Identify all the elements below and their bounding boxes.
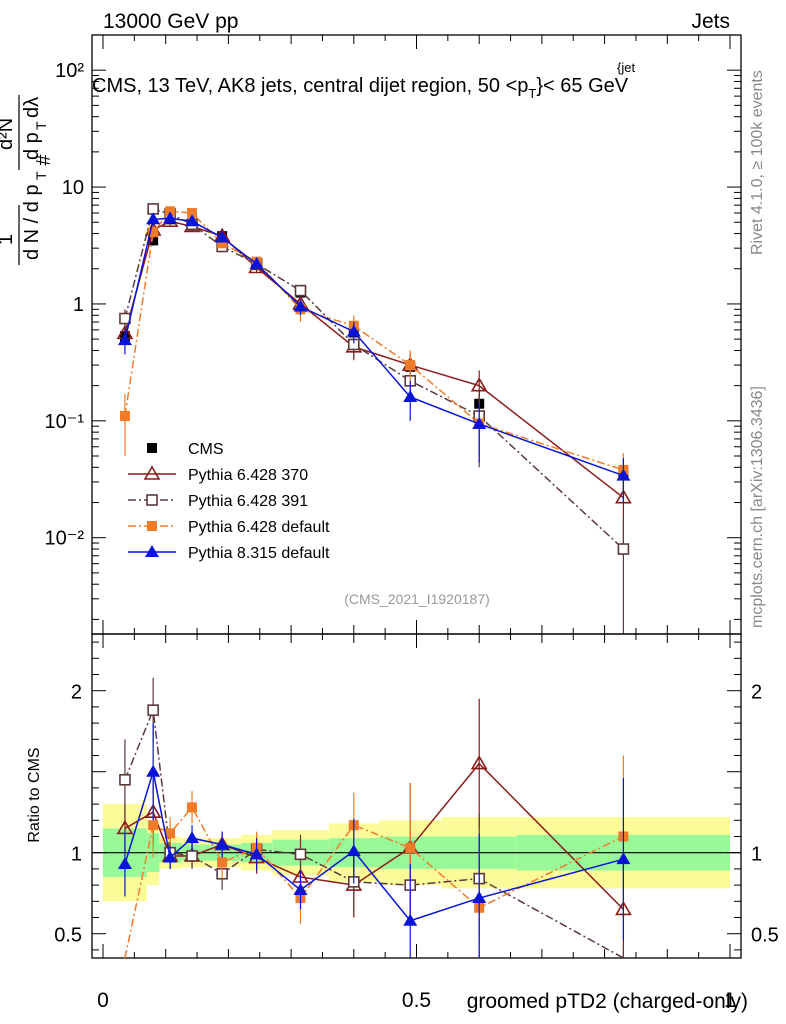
pythia-8-315-default-ratio-point bbox=[163, 850, 178, 863]
legend-marker-cms bbox=[147, 443, 157, 453]
pythia-8-315-default-ratio-point bbox=[472, 891, 487, 904]
pythia-8-315-default-point bbox=[403, 389, 418, 402]
pythia-8-315-default-ratio-point bbox=[346, 844, 361, 857]
pythia-6-428-391-ratio-point bbox=[294, 848, 307, 861]
pythia-8-315-default-point bbox=[616, 468, 631, 481]
pythia-6-428-default-point bbox=[217, 238, 228, 249]
ratio-y-axis-label: Ratio to CMS bbox=[26, 747, 43, 842]
main-y-axis-label: # bbox=[33, 154, 55, 166]
x-tick-label: 0.5 bbox=[402, 989, 431, 1012]
pythia-8-315-default-point bbox=[346, 324, 361, 337]
main-panel-axes: 10⁻² 10⁻¹ 1 10 10² bbox=[45, 34, 742, 635]
svg-text:T: T bbox=[33, 121, 49, 130]
ratio-y-tick-label-right: 0.5 bbox=[751, 925, 779, 947]
pythia-8-315-default-ratio-point bbox=[146, 764, 161, 777]
pythia-6-428-default-point bbox=[148, 227, 159, 238]
beam-label: 13000 GeV pp bbox=[103, 10, 238, 33]
pythia-6-428-391-ratio-point bbox=[147, 704, 159, 716]
pythia-8-315-default-point bbox=[249, 256, 264, 269]
main-panel-series bbox=[116, 203, 632, 634]
legend-marker-pythia-6-428-391 bbox=[146, 494, 158, 506]
rivet-label: Rivet 4.1.0, ≥ 100k events bbox=[749, 70, 766, 255]
legend-label-pythia-8-315-default: Pythia 8.315 default bbox=[188, 545, 330, 562]
pythia-8-315-default-point bbox=[163, 211, 178, 224]
pythia-6-428-default-ratio-point bbox=[187, 802, 198, 813]
pythia-6-428-370-point bbox=[615, 489, 632, 504]
legend-marker-pythia-6-428-default bbox=[147, 521, 157, 531]
plot-title: CMS, 13 TeV, AK8 jets, central dijet reg… bbox=[92, 75, 629, 101]
pythia-6-428-391-ratio-line bbox=[124, 709, 624, 959]
pythia-8-315-default-point bbox=[185, 214, 200, 227]
svg-text:1: 1 bbox=[0, 234, 17, 245]
main-y-axis-label-formula: d N / d p T d p T dλ 1 d²N bbox=[0, 95, 49, 265]
plot-title-sup: {jet bbox=[617, 60, 635, 75]
main-y-tick-label: 10⁻² bbox=[45, 528, 85, 550]
ratio-y-tick-label: 2 bbox=[71, 682, 82, 704]
pythia-8-315-default-ratio-point bbox=[293, 882, 308, 895]
svg-text:dλ: dλ bbox=[21, 97, 43, 118]
pythia-8-315-default-point bbox=[146, 212, 161, 225]
pythia-8-315-default-ratio-point bbox=[403, 913, 418, 926]
pythia-6-428-370-point bbox=[470, 377, 488, 392]
ratio-panel-series bbox=[116, 677, 632, 959]
pythia-8-315-default-point bbox=[215, 230, 230, 243]
main-y-tick-label: 10⁻¹ bbox=[45, 411, 85, 433]
legend-marker-pythia-8-315-default bbox=[145, 545, 159, 557]
pythia-8-315-default-ratio-point bbox=[215, 837, 230, 850]
pythia-6-428-default-line bbox=[124, 210, 624, 471]
pythia-6-428-default-ratio-point bbox=[165, 828, 176, 839]
pythia-6-428-default-ratio-point bbox=[148, 820, 159, 831]
legend: CMS Pythia 6.428 370 Pythia 6.428 391 Pythi… bbox=[128, 441, 330, 562]
cms-point bbox=[148, 235, 159, 246]
x-tick-label: 1 bbox=[724, 989, 736, 1012]
pythia-6-428-default-ratio-point bbox=[217, 857, 228, 868]
ratio-y-tick-label: 1 bbox=[71, 844, 82, 866]
svg-text:d²N: d²N bbox=[0, 118, 17, 150]
legend-label-pythia-6-428-370: Pythia 6.428 370 bbox=[188, 467, 308, 484]
pythia-8-315-default-point bbox=[293, 299, 308, 312]
pythia-8-315-default-ratio-point bbox=[117, 857, 132, 870]
main-y-tick-label: 10² bbox=[55, 60, 84, 82]
pythia-6-428-default-point bbox=[119, 410, 130, 421]
pythia-8-315-default-ratio-point bbox=[616, 852, 631, 865]
pythia-8-315-default-ratio-point bbox=[185, 831, 200, 844]
legend-label-cms: CMS bbox=[188, 441, 224, 458]
x-tick-label: 0 bbox=[97, 989, 109, 1012]
pythia-6-428-391-point bbox=[294, 284, 307, 297]
svg-text:d p: d p bbox=[21, 132, 43, 160]
main-y-tick-label: 1 bbox=[73, 294, 84, 316]
pythia-6-428-391-point bbox=[617, 543, 630, 555]
pythia-8-315-default-line bbox=[124, 217, 624, 477]
ratio-y-tick-label-right: 1 bbox=[751, 844, 762, 866]
legend-marker-pythia-6-428-370 bbox=[143, 465, 161, 480]
pythia-6-428-default-ratio-point bbox=[405, 842, 416, 853]
svg-text:#: # bbox=[33, 154, 55, 166]
ratio-y-tick-label: 0.5 bbox=[54, 925, 82, 947]
ratio-y-tick-label-right: 2 bbox=[751, 682, 762, 704]
analysis-id: (CMS_2021_I1920187) bbox=[344, 591, 490, 607]
pythia-8-315-default-point bbox=[472, 416, 487, 429]
pythia-6-428-391-ratio-point bbox=[186, 850, 198, 862]
pythia-8-315-default-point bbox=[117, 333, 132, 346]
pythia-6-428-default-point bbox=[187, 207, 198, 218]
ratio-frame bbox=[91, 633, 742, 959]
mcplots-label: mcplots.cern.ch [arXiv:1306.3436] bbox=[749, 386, 766, 628]
legend-label-pythia-6-428-default: Pythia 6.428 default bbox=[188, 519, 330, 536]
pythia-6-428-default-point bbox=[405, 360, 416, 371]
pythia-6-428-default-point bbox=[165, 206, 176, 217]
legend-label-pythia-6-428-391: Pythia 6.428 391 bbox=[188, 493, 308, 510]
category-label: Jets bbox=[691, 10, 730, 33]
pythia-6-428-391-ratio-point bbox=[119, 773, 131, 786]
pythia-8-315-default-ratio-point bbox=[249, 847, 264, 860]
svg-text:d N / d p: d N / d p bbox=[21, 184, 43, 260]
main-y-tick-label: 10 bbox=[62, 177, 84, 199]
pythia-6-428-370-ratio-point bbox=[470, 755, 488, 770]
svg-text:T: T bbox=[33, 171, 49, 180]
x-axis-label: groomed pTD2 (charged-only) bbox=[467, 990, 748, 1013]
